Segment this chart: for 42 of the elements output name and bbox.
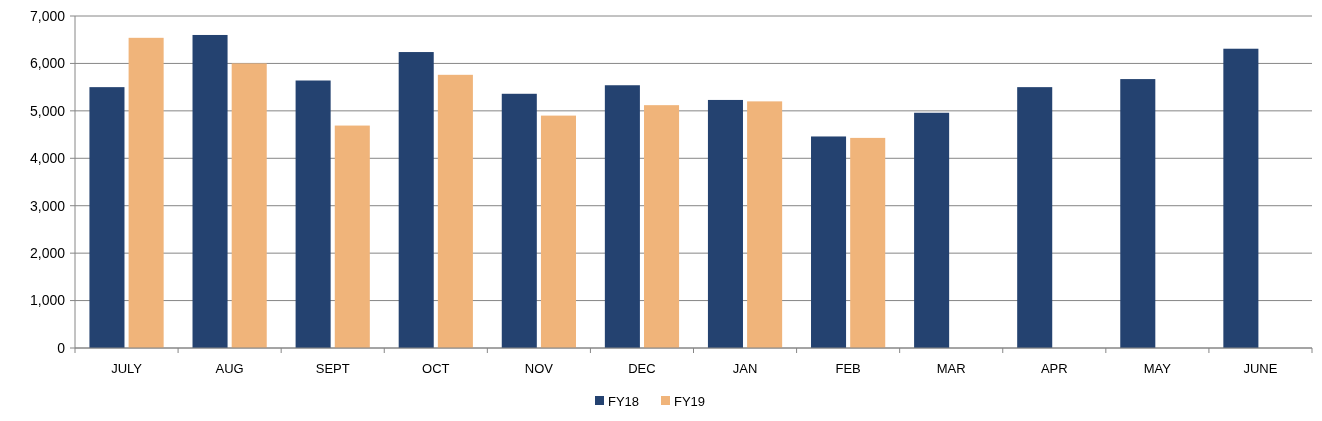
y-tick-label: 7,000: [29, 7, 66, 24]
bar: [1120, 79, 1156, 348]
bar: [707, 99, 743, 348]
x-tick-label: DEC: [628, 361, 656, 376]
bar: [1223, 48, 1259, 348]
y-tick-label: 0: [57, 339, 66, 356]
legend-label: FY18: [608, 393, 640, 409]
bar: [231, 63, 267, 348]
bar: [540, 115, 576, 348]
x-tick-label: OCT: [422, 361, 450, 376]
bar: [501, 93, 537, 348]
bar: [89, 87, 125, 348]
y-tick-label: 4,000: [29, 150, 66, 167]
y-tick-label: 5,000: [29, 102, 66, 119]
bar: [850, 137, 886, 348]
y-tick-label: 2,000: [29, 245, 66, 262]
x-tick-label: APR: [1040, 361, 1068, 376]
legend-label: FY19: [674, 393, 706, 409]
bar: [604, 85, 640, 348]
x-tick-label: JULY: [111, 361, 143, 376]
bar: [192, 34, 228, 348]
x-tick-label: JUNE: [1243, 361, 1278, 376]
bar: [811, 136, 847, 348]
bar: [437, 74, 473, 348]
bar: [295, 80, 331, 348]
bar: [398, 52, 434, 348]
x-tick-label: NOV: [524, 361, 554, 376]
x-tick-label: SEPT: [315, 361, 350, 376]
bar: [644, 105, 680, 348]
x-tick-label: AUG: [215, 361, 244, 376]
y-tick-label: 1,000: [29, 292, 66, 309]
bar: [747, 101, 783, 348]
bar: [128, 37, 164, 348]
x-tick-label: MAY: [1143, 361, 1172, 376]
bar: [1017, 87, 1053, 348]
bar: [334, 125, 370, 348]
bar: [914, 112, 950, 348]
x-tick-label: FEB: [835, 361, 861, 376]
y-tick-label: 3,000: [29, 197, 66, 214]
x-tick-label: JAN: [732, 361, 758, 376]
y-tick-label: 6,000: [29, 55, 66, 72]
x-tick-label: MAR: [936, 361, 966, 376]
